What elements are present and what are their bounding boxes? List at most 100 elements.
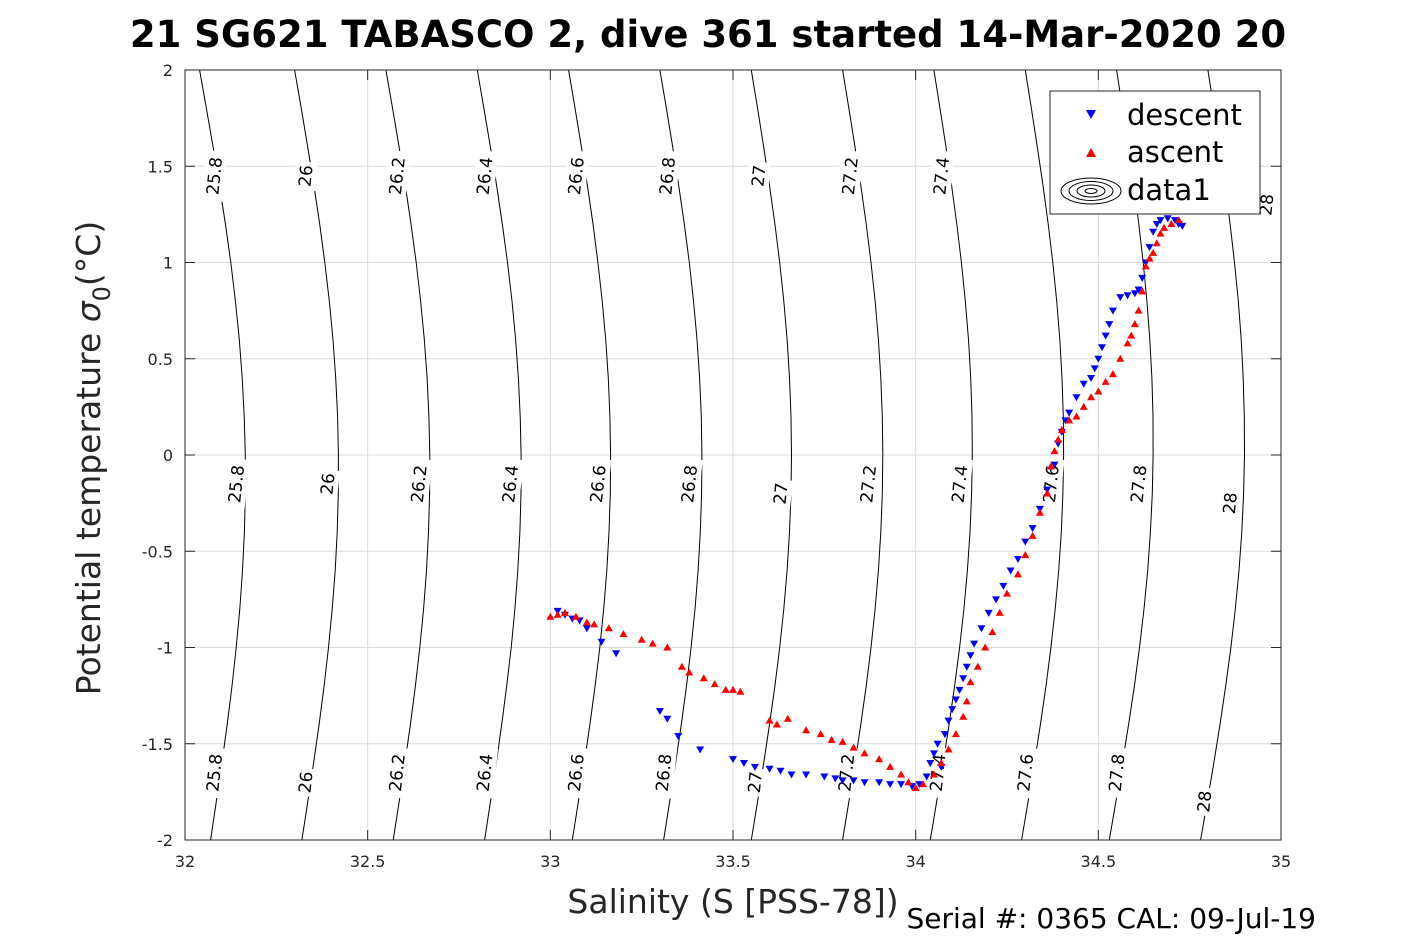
x-tick-label: 34.5 [1081,852,1117,871]
ascent-point [1116,354,1125,362]
ascent-point [929,770,938,778]
ascent-point [1079,402,1088,410]
contour-label-bg [405,457,433,510]
descent-point [1021,538,1030,546]
contour-label: 26.8 [678,464,702,504]
descent-point [1097,344,1106,352]
ascent-point [966,678,975,686]
ascent-point [897,770,906,778]
descent-point [1149,228,1158,236]
descent-point [1101,332,1110,340]
contour-label: 26 [295,164,317,188]
ascent-point [1021,551,1030,559]
descent-point [929,750,938,758]
descent-point [1130,290,1139,298]
ascent-point [546,612,555,620]
ascent-point [973,662,982,670]
series-ascent [546,216,1183,792]
ascent-point [1108,370,1117,378]
contour-label-bg [496,457,524,510]
ascent-point [637,635,646,643]
contour-label-bg [1191,786,1217,817]
ascent-point [1050,447,1059,455]
contour-label: 27.8 [1128,464,1152,504]
contour-label: 27 [770,482,792,506]
contour-label: 28 [1194,790,1216,814]
ascent-point [1046,462,1055,470]
y-axis-title-text: Potential temperature [69,333,108,695]
contour-line [929,70,973,840]
legend-marker-ascent [1086,148,1096,157]
y-axis-title: Potential temperature σ0(°C) [69,221,116,695]
contour-label: 26 [317,472,339,496]
ascent-point [1035,508,1044,516]
descent-point [1090,365,1099,373]
ascent-point [911,784,920,792]
ascent-point [981,643,990,651]
y-axis-title-unit: (°C) [69,221,108,286]
descent-point [729,756,737,764]
ascent-point [1174,216,1183,224]
ascent-point [1134,306,1143,314]
contour-label-bg [1037,457,1065,510]
ascent-point [1094,387,1103,395]
descent-point [1065,409,1074,417]
x-tick-label: 33 [540,852,560,871]
ascent-point [1141,262,1150,270]
contour-label-bg [222,457,250,510]
ascent-point [918,780,927,788]
ascent-point [802,726,811,734]
y-tick-label: 1 [163,254,173,273]
descent-point [674,733,683,741]
ascent-point [1127,331,1136,339]
contour-label-bg [471,746,499,799]
descent-point [1006,567,1015,575]
contour-label-bg [200,149,228,202]
legend-label-ascent: ascent [1127,135,1223,169]
contour-label: 27.2 [839,156,863,196]
ascent-point [619,630,628,638]
descent-point [860,779,869,787]
ascent-point [951,730,960,738]
ascent-point [685,668,694,676]
descent-point [933,740,942,748]
contour-label: 26.4 [474,156,498,196]
legend-marker-descent [1086,110,1096,119]
ascent-point [1101,377,1110,385]
contour-label: 26.8 [653,753,677,793]
ascent-point [1130,320,1139,328]
descent-point [1105,321,1114,329]
y-tick-label: -1 [157,639,173,658]
contour-label: 28 [1220,491,1242,515]
descent-point [1061,417,1070,425]
contour-label-bg [562,746,590,799]
descent-point [739,760,748,767]
descent-point [1171,217,1180,225]
ascent-point [710,680,719,688]
contour-label-bg [293,160,318,191]
legend-label-descent: descent [1127,98,1242,132]
ascent-point [1003,589,1011,597]
x-axis-title: Salinity (S [PSS-78]) [567,882,898,921]
contour-label: 28 [1256,193,1278,217]
ascent-point [582,618,591,626]
ascent-point [677,662,686,670]
contour-line [1288,70,1334,840]
contour-label-bg [746,160,771,191]
ascent-point [962,697,971,705]
descent-point [1123,292,1132,300]
contour-label: 27.2 [835,753,859,793]
y-tick-label: 0.5 [148,350,173,369]
contour-label: 26.6 [565,156,589,196]
descent-point [1108,307,1117,315]
legend: descent ascent data1 [1049,90,1261,215]
ascent-point [1152,239,1161,247]
ascent-point [1160,223,1169,231]
ascent-point [560,608,569,616]
descent-point [612,650,621,658]
contour-label: 25.8 [203,156,227,196]
descent-point [1028,525,1037,533]
descent-point [1087,375,1096,382]
y-tick-label: 0 [163,446,173,465]
